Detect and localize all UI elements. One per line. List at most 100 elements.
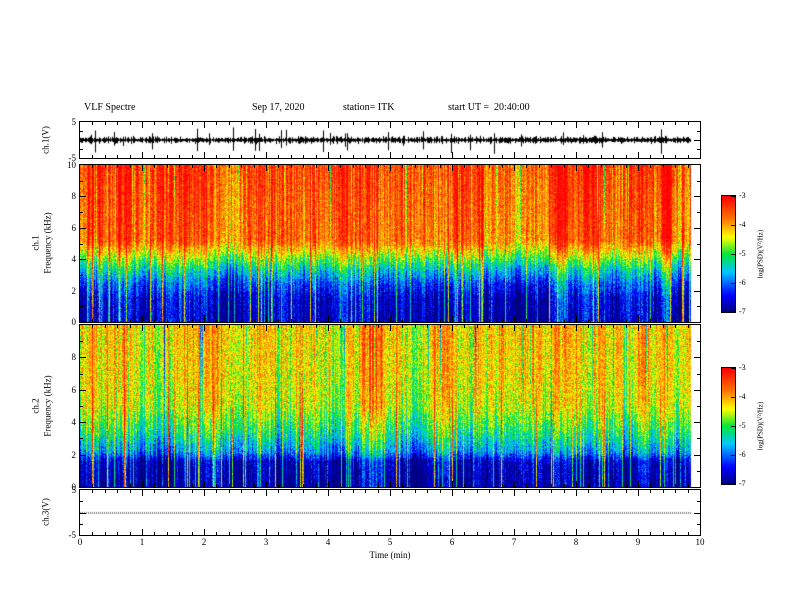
- axis-tick: [502, 319, 503, 322]
- axis-tick: [402, 155, 403, 158]
- axis-tick: [229, 490, 230, 493]
- axis-tick: [365, 122, 366, 125]
- axis-tick: [117, 155, 118, 158]
- axis-tick: [179, 532, 180, 535]
- axis-tick: [514, 152, 515, 158]
- axis-tick: [303, 165, 304, 168]
- axis-tick: [92, 319, 93, 322]
- axis-tick: [731, 225, 735, 226]
- axis-tick: [638, 165, 639, 171]
- colorbar-tick-label: -7: [739, 479, 746, 488]
- axis-tick: [440, 325, 441, 328]
- axis-tick: [291, 122, 292, 125]
- axis-tick: [464, 319, 465, 322]
- axis-tick: [353, 490, 354, 493]
- axis-tick: [613, 490, 614, 493]
- axis-tick: [92, 122, 93, 125]
- axis-tick: [80, 357, 86, 358]
- axis-tick: [402, 165, 403, 168]
- axis-tick: [353, 319, 354, 322]
- axis-tick: [365, 325, 366, 328]
- axis-tick: [650, 165, 651, 168]
- axis-tick: [613, 325, 614, 328]
- axis-tick: [216, 319, 217, 322]
- colorbar-tick-label: -3: [739, 363, 746, 372]
- axis-tick: [663, 319, 664, 322]
- axis-tick: [241, 532, 242, 535]
- axis-tick: [440, 165, 441, 168]
- axis-tick: [427, 155, 428, 158]
- axis-tick: [241, 319, 242, 322]
- axis-tick: [539, 325, 540, 328]
- axis-tick: [192, 155, 193, 158]
- axis-tick: [241, 155, 242, 158]
- axis-tick: [638, 529, 639, 535]
- axis-tick: [117, 532, 118, 535]
- axis-tick: [266, 490, 267, 496]
- axis-tick: [539, 319, 540, 322]
- axis-tick: [130, 319, 131, 322]
- axis-tick: [688, 325, 689, 328]
- axis-tick: [303, 319, 304, 322]
- axis-tick: [154, 490, 155, 493]
- y-tick-label: 6: [71, 222, 77, 233]
- axis-tick: [291, 532, 292, 535]
- axis-tick: [452, 152, 453, 158]
- axis-tick: [477, 490, 478, 493]
- axis-tick: [390, 325, 391, 331]
- axis-tick: [489, 155, 490, 158]
- axis-tick: [80, 341, 83, 342]
- axis-tick: [266, 152, 267, 158]
- axis-tick: [402, 122, 403, 125]
- axis-tick: [638, 316, 639, 322]
- axis-tick: [526, 532, 527, 535]
- colorbar-tick-label: -4: [739, 392, 746, 401]
- axis-tick: [650, 319, 651, 322]
- axis-tick: [328, 152, 329, 158]
- axis-tick: [688, 490, 689, 493]
- axis-tick: [340, 490, 341, 493]
- axis-tick: [340, 484, 341, 487]
- axis-tick: [502, 325, 503, 328]
- axis-tick: [694, 390, 700, 391]
- axis-tick: [697, 501, 700, 502]
- axis-tick: [316, 155, 317, 158]
- axis-tick: [613, 155, 614, 158]
- axis-tick: [650, 484, 651, 487]
- x-tick-label: 0: [77, 537, 83, 547]
- axis-tick: [427, 325, 428, 328]
- axis-tick: [204, 152, 205, 158]
- axis-tick: [390, 529, 391, 535]
- axis-tick: [340, 155, 341, 158]
- axis-tick: [514, 529, 515, 535]
- axis-tick: [694, 422, 700, 423]
- axis-tick: [365, 165, 366, 168]
- ch2-colorbar: [721, 367, 736, 485]
- colorbar-tick-label: -4: [739, 220, 746, 229]
- axis-tick: [254, 532, 255, 535]
- axis-tick: [365, 484, 366, 487]
- x-tick-label: 7: [511, 537, 517, 547]
- axis-tick: [427, 165, 428, 168]
- y-tick-label: -5: [68, 153, 77, 163]
- ch3-waveform-canvas: [80, 490, 700, 535]
- axis-tick: [440, 319, 441, 322]
- start-ut-label: start UT = 20:40:00: [448, 102, 530, 113]
- axis-tick: [688, 532, 689, 535]
- axis-tick: [80, 374, 83, 375]
- axis-tick: [130, 165, 131, 168]
- axis-tick: [130, 532, 131, 535]
- axis-tick: [697, 524, 700, 525]
- axis-tick: [588, 319, 589, 322]
- axis-tick: [92, 155, 93, 158]
- axis-tick: [254, 165, 255, 168]
- y-tick-label: 4: [71, 417, 77, 428]
- axis-tick: [142, 325, 143, 331]
- axis-tick: [663, 122, 664, 125]
- axis-tick: [601, 532, 602, 535]
- axis-tick: [340, 325, 341, 328]
- colorbar2-label: log(PSD)(V²/Hz): [756, 401, 765, 451]
- axis-tick: [440, 155, 441, 158]
- axis-tick: [489, 532, 490, 535]
